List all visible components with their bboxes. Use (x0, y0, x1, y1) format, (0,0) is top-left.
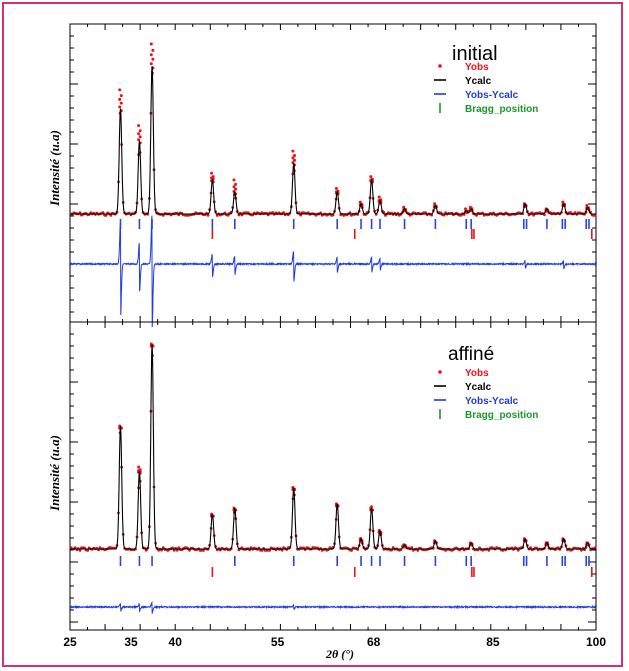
legend-label: Bragg_position (465, 104, 538, 115)
yobs-point (118, 88, 122, 92)
legend-label: Yobs-Ycalc (465, 396, 519, 407)
yobs-point (468, 205, 472, 209)
x-axis-label: 2θ (°) (326, 647, 355, 661)
yobs-point (138, 129, 142, 133)
yobs-point (202, 549, 205, 552)
yobs-point (151, 57, 155, 61)
yobs-point (268, 549, 272, 552)
yobs-point (433, 202, 437, 206)
yobs-point (260, 549, 264, 552)
yobs-point (232, 178, 236, 182)
ycalc-line (70, 66, 596, 215)
yobs-point (334, 187, 338, 190)
yobs-point (137, 124, 141, 128)
yobs-point (175, 548, 179, 552)
legend-marker-dot (438, 370, 442, 374)
panel-title: affiné (448, 344, 494, 365)
yobs-point (119, 94, 123, 98)
yobs-point (593, 546, 597, 549)
yobs-point (78, 549, 82, 552)
legend-label: Ycalc (465, 382, 492, 393)
yobs-point (206, 213, 210, 217)
yobs-point (358, 200, 362, 204)
x-tick-label: 25 (63, 635, 77, 649)
yobs-point (172, 548, 176, 552)
yobs-point (291, 149, 295, 153)
yobs-point (348, 211, 352, 215)
x-tick-label: 85 (486, 635, 500, 649)
yobs-point (86, 549, 90, 552)
yobs-point (73, 546, 77, 549)
yobs-point (377, 195, 381, 199)
ycalc-line (70, 343, 596, 550)
legend-label: Yobs (465, 62, 489, 73)
x-tick-label: 68 (367, 635, 381, 649)
yobs-point (529, 546, 532, 550)
yobs-point (561, 200, 565, 204)
legend-marker-dot (438, 64, 442, 68)
panel-frame (69, 23, 597, 323)
yobs-point (137, 132, 141, 136)
yobs-point (137, 465, 141, 469)
x-tick-label: 35 (124, 635, 138, 649)
yobs-point (149, 42, 153, 46)
yobs-point (580, 548, 583, 552)
figure-frame (2, 2, 623, 667)
yobs-point (282, 211, 285, 214)
x-tick-label: 100 (586, 635, 606, 649)
yobs-point (118, 97, 122, 101)
panel-title: initial (452, 43, 498, 65)
yobs-point (369, 175, 373, 179)
yobs-point (232, 185, 236, 189)
yobs-point (109, 214, 113, 217)
legend-label: Yobs (465, 368, 489, 379)
yobs-point (119, 101, 123, 105)
legend-label: Ycalc (465, 76, 492, 87)
yobs-point (487, 548, 491, 552)
yobs-point (464, 207, 467, 211)
yobs-point (410, 546, 414, 549)
yobs-point (271, 211, 275, 214)
y-axis-label-initial: Intensité (u.a) (47, 130, 62, 206)
yobs-point (101, 211, 105, 215)
yobs-point (78, 211, 82, 215)
legend-label: Bragg_position (465, 410, 538, 421)
x-tick-label: 40 (169, 635, 183, 649)
y-axis-label-affine: Intensité (u.a) (47, 435, 62, 511)
yobs-point (234, 187, 238, 191)
yobs-point (149, 53, 153, 57)
yobs-point (350, 549, 353, 552)
yobs-point (291, 156, 295, 160)
panel-frame (69, 321, 597, 631)
yobs-point (137, 138, 141, 142)
yobs-point (118, 105, 122, 109)
yobs-point (424, 211, 427, 215)
yobs-ycalc-line (69, 600, 597, 614)
yobs-ycalc-line (69, 215, 597, 328)
yobs-point (104, 214, 108, 217)
yobs-point (293, 154, 296, 157)
yobs-point (402, 205, 406, 209)
legend-label: Yobs-Ycalc (465, 90, 519, 101)
yobs-point (585, 204, 589, 207)
yobs-point (234, 182, 238, 186)
panel-affine: affiné Yobs Ycalc Yobs-Ycalc Bragg_position (69, 321, 597, 631)
yobs-point (573, 211, 577, 214)
yobs-point (475, 214, 478, 217)
yobs-point (293, 158, 296, 162)
yobs-point (149, 62, 153, 66)
yobs-point (138, 135, 142, 139)
yobs-point (151, 48, 155, 52)
x-axis: 25 35 40 55 68 85 100 (63, 635, 606, 649)
yobs-point (210, 171, 214, 175)
yobs-point (416, 549, 420, 552)
x-tick-label: 55 (271, 635, 285, 649)
yobs-point (161, 214, 165, 217)
